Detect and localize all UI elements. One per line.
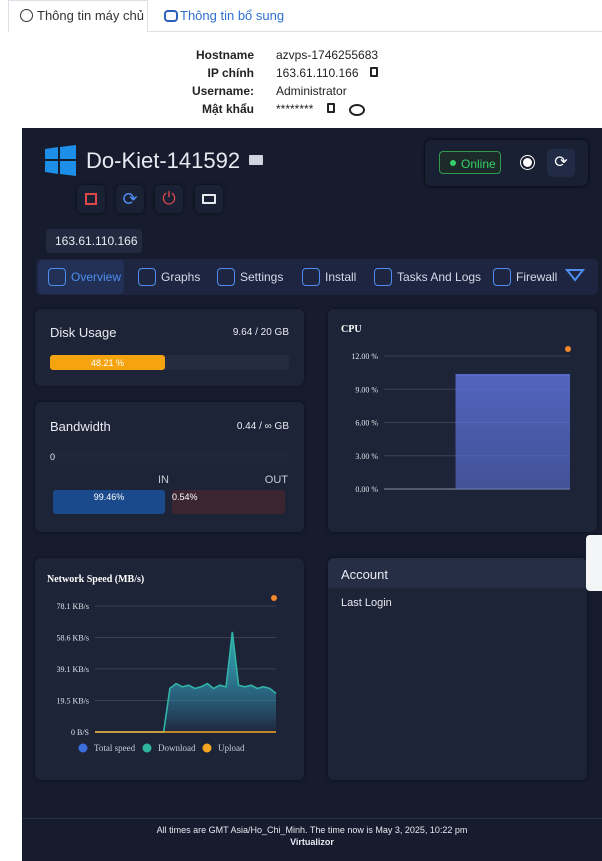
- legend-label: Total speed: [94, 743, 136, 753]
- out-title: OUT: [264, 474, 288, 486]
- footer-line: [22, 818, 602, 819]
- legend-swatch: [142, 743, 152, 753]
- nav-icon: [48, 268, 66, 286]
- area: [455, 374, 570, 489]
- account-title: Account: [341, 567, 388, 582]
- nav-item[interactable]: Install: [325, 270, 357, 284]
- bandwidth-summary: 0.44 / ∞ GB: [236, 421, 289, 432]
- y-tick-label: 78.1 KB/s: [57, 602, 89, 611]
- nav-icon: [374, 268, 392, 286]
- tab-border: [148, 31, 602, 32]
- console-button[interactable]: [195, 185, 223, 213]
- bandwidth-used: 0: [50, 452, 56, 462]
- globe-icon: [20, 9, 33, 22]
- nav-item[interactable]: Tasks And Logs: [397, 270, 482, 284]
- info-label: Username:: [191, 84, 254, 98]
- nav-active: [38, 260, 124, 294]
- restart-button[interactable]: ⟳: [116, 185, 144, 213]
- in-box: [53, 490, 165, 514]
- legend-label: Download: [158, 743, 196, 753]
- bandwidth-title: Bandwidth: [50, 419, 111, 434]
- refresh-button[interactable]: ⟳: [547, 149, 575, 177]
- disk-label: 48.21 %: [90, 358, 125, 368]
- power-button[interactable]: ⏻: [155, 185, 183, 213]
- footer-note: All times are GMT Asia/Ho_Chi_Minh. The …: [156, 825, 468, 835]
- legend-swatch: [202, 743, 212, 753]
- nav-icon: [138, 268, 156, 286]
- link-icon: [164, 10, 178, 22]
- out-label: 0.54%: [172, 492, 198, 502]
- nav-more[interactable]: [565, 268, 585, 282]
- y-tick-label: 12.00 %: [351, 352, 378, 361]
- y-tick-label: 58.6 KB/s: [57, 633, 89, 642]
- out-box: [172, 490, 285, 514]
- mail-icon[interactable]: [249, 155, 263, 165]
- eye-icon: [349, 104, 365, 116]
- disk-title: Disk Usage: [50, 325, 117, 340]
- chart-title: CPU: [341, 324, 362, 335]
- stop-button[interactable]: [77, 185, 105, 213]
- marker-dot: [271, 595, 277, 601]
- nav-item[interactable]: Graphs: [161, 270, 201, 284]
- y-tick-label: 39.1 KB/s: [57, 665, 89, 674]
- nav-icon: [217, 268, 235, 286]
- info-value: 163.61.110.166: [276, 66, 359, 80]
- area: [95, 631, 276, 732]
- nav-bar: [36, 259, 598, 295]
- side-handle[interactable]: [586, 535, 602, 591]
- nav-item[interactable]: Settings: [240, 270, 284, 284]
- nav-item[interactable]: Overview: [71, 270, 122, 284]
- last-login: Last Login: [341, 597, 392, 609]
- theme-toggle[interactable]: [523, 158, 532, 167]
- in-label: 99.46%: [93, 492, 125, 502]
- copy-icon: [327, 103, 335, 113]
- disk-card: [35, 309, 304, 386]
- info-label: IP chính: [207, 66, 254, 80]
- y-tick-label: 0 B/S: [71, 728, 89, 737]
- legend-label: Upload: [218, 743, 245, 753]
- y-tick-label: 3.00 %: [355, 452, 378, 461]
- y-tick-label: 6.00 %: [355, 419, 378, 428]
- vps-name: Do-Kiet-141592: [86, 148, 241, 173]
- info-value: Administrator: [276, 84, 347, 98]
- account-card: [328, 558, 587, 780]
- ip-badge: [46, 229, 142, 253]
- disk-bar: [50, 355, 166, 370]
- info-value: azvps-1746255683: [276, 48, 379, 62]
- account-header: [328, 558, 587, 588]
- legend-swatch: [78, 743, 88, 753]
- bandwidth-track: [50, 450, 289, 464]
- windows-logo: [45, 145, 76, 176]
- ip: 163.61.110.166: [55, 234, 138, 248]
- marker-dot: [565, 346, 571, 352]
- y-tick-label: 19.5 KB/s: [57, 697, 89, 706]
- nav-item[interactable]: Firewall: [516, 270, 558, 284]
- status-dot: [450, 160, 456, 166]
- tab-label[interactable]: Thông tin máy chủ: [37, 8, 144, 23]
- y-tick-label: 9.00 %: [355, 385, 378, 394]
- nav-icon: [493, 268, 511, 286]
- footer-brand: Virtualizor: [290, 837, 334, 847]
- status-badge: [439, 151, 501, 174]
- copy-icon: [370, 67, 378, 77]
- in-title: IN: [158, 474, 169, 486]
- status: Online: [461, 157, 496, 171]
- disk-summary: 9.64 / 20 GB: [232, 327, 289, 338]
- info-label: Hostname: [195, 48, 254, 62]
- info-value: ********: [276, 102, 314, 116]
- chart-title: Network Speed (MB/s): [47, 574, 144, 585]
- info-label: Mật khẩu: [201, 102, 254, 116]
- y-tick-label: 0.00 %: [355, 485, 378, 494]
- nav-icon: [302, 268, 320, 286]
- tab-label[interactable]: Thông tin bổ sung: [180, 8, 285, 23]
